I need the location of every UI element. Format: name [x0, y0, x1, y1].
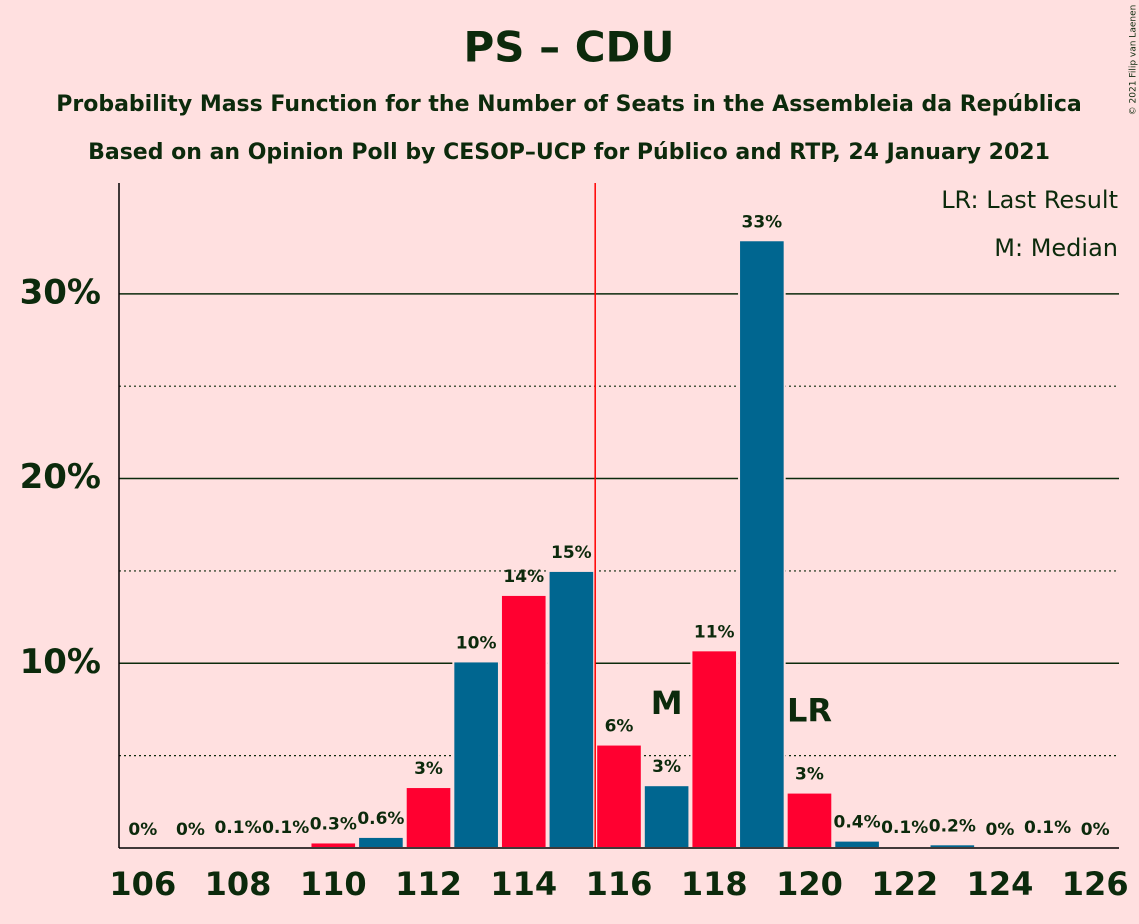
- chart-title: PS – CDU: [463, 23, 674, 72]
- copyright: © 2021 Filip van Laenen: [1129, 5, 1139, 116]
- x-tick-label: 118: [681, 865, 748, 903]
- value-label: 3%: [414, 759, 443, 779]
- legend-entry: LR: Last Result: [941, 186, 1118, 214]
- value-label: 0%: [176, 820, 205, 840]
- subtitle: Probability Mass Function for the Number…: [56, 92, 1081, 117]
- value-label: 0.1%: [262, 818, 309, 838]
- x-tick-label: 112: [395, 865, 462, 903]
- bar: [642, 784, 691, 850]
- value-label: 11%: [694, 622, 735, 642]
- bar: [404, 786, 453, 850]
- value-label: 0.4%: [834, 813, 881, 833]
- x-tick-label: 108: [205, 865, 272, 903]
- bar: [738, 239, 786, 849]
- value-label: 0.1%: [1024, 818, 1071, 838]
- subtitle: Based on an Opinion Poll by CESOP–UCP fo…: [88, 140, 1050, 165]
- bar: [595, 743, 643, 849]
- value-label: 0.1%: [881, 818, 928, 838]
- value-label: 10%: [456, 633, 497, 653]
- bar: [690, 649, 739, 849]
- value-label: 3%: [652, 757, 681, 777]
- bar: [785, 791, 834, 849]
- bar: [452, 660, 500, 849]
- value-label: 15%: [551, 543, 592, 563]
- x-tick-label: 120: [776, 865, 843, 903]
- x-tick-label: 114: [490, 865, 557, 903]
- value-label: 33%: [742, 212, 783, 232]
- y-tick-label: 20%: [20, 457, 101, 497]
- x-tick-label: 122: [871, 865, 938, 903]
- bar: [833, 839, 881, 849]
- value-label: 3%: [795, 765, 824, 785]
- y-tick-label: 10%: [20, 642, 101, 682]
- x-tick-label: 116: [586, 865, 653, 903]
- value-label: 6%: [605, 717, 634, 737]
- value-label: 0.3%: [310, 814, 357, 834]
- value-label: 0.1%: [214, 818, 261, 838]
- value-label: 0.6%: [357, 809, 404, 829]
- annotation: M: [651, 684, 683, 722]
- bar: [357, 835, 405, 850]
- x-tick-label: 124: [967, 865, 1034, 903]
- bar: [309, 841, 358, 849]
- legend-entry: M: Median: [994, 234, 1118, 262]
- value-label: 0%: [1081, 820, 1110, 840]
- value-label: 0%: [128, 820, 157, 840]
- annotation: LR: [787, 692, 832, 730]
- x-tick-label: 110: [300, 865, 367, 903]
- x-tick-label: 126: [1062, 865, 1129, 903]
- bar: [499, 593, 548, 849]
- value-label: 0.2%: [929, 816, 976, 836]
- bar: [547, 569, 596, 850]
- value-label: 0%: [986, 820, 1015, 840]
- x-tick-label: 106: [109, 865, 176, 903]
- y-tick-label: 30%: [20, 272, 101, 312]
- value-label: 14%: [503, 567, 544, 587]
